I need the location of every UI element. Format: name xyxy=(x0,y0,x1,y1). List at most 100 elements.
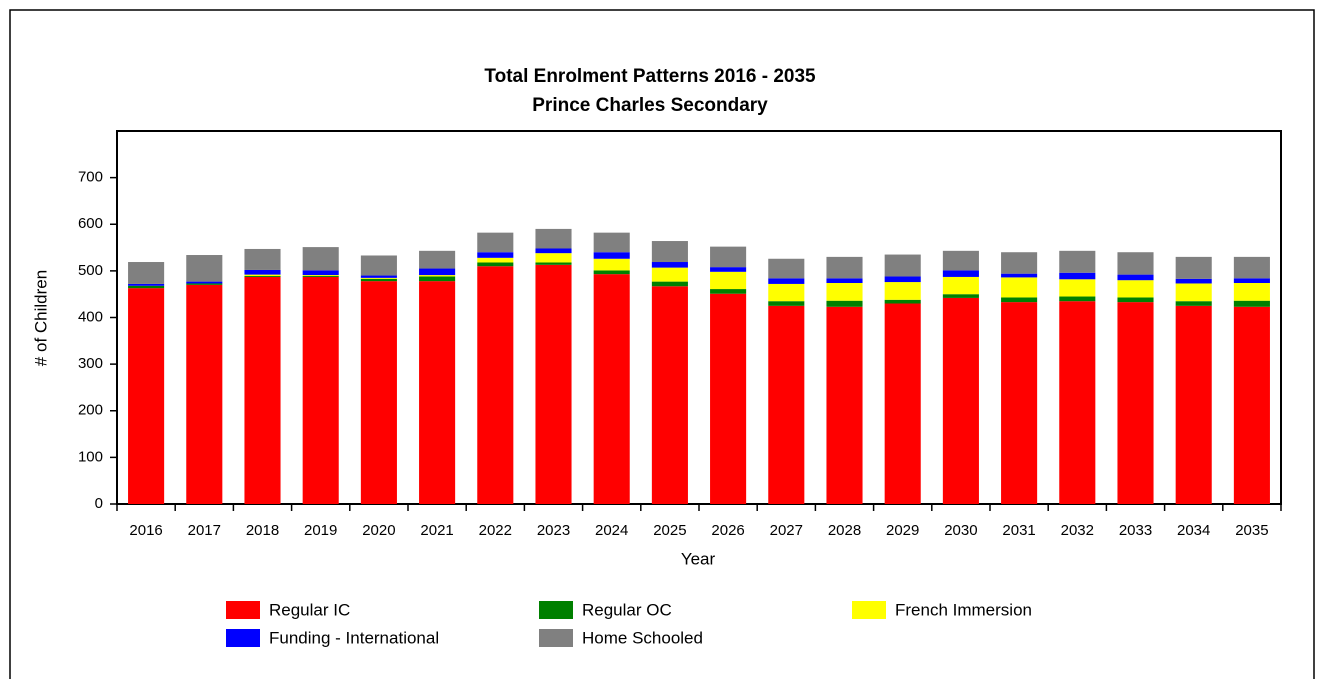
x-tick-label: 2025 xyxy=(653,522,686,539)
bar-segment xyxy=(1001,297,1038,303)
bar-segment xyxy=(302,276,339,504)
x-tick-label: 2019 xyxy=(304,522,337,539)
x-tick-label: 2017 xyxy=(188,522,221,539)
bar-segment xyxy=(477,257,514,263)
bar-segment xyxy=(710,293,747,504)
bar-segment xyxy=(128,288,165,504)
x-tick-label: 2022 xyxy=(479,522,512,539)
bar-segment xyxy=(1117,302,1154,504)
bar-segment xyxy=(1175,256,1212,279)
bar-segment xyxy=(651,286,688,504)
x-tick-label: 2031 xyxy=(1002,522,1035,539)
y-tick-label: 200 xyxy=(78,402,103,419)
bar-segment xyxy=(128,285,165,289)
bar-segment xyxy=(1059,272,1096,280)
bar-segment xyxy=(186,284,223,504)
bar-segment xyxy=(360,275,397,278)
bar-segment xyxy=(1233,282,1270,301)
bar-segment xyxy=(360,281,397,504)
bar-segment xyxy=(419,250,456,269)
bar-segment xyxy=(826,282,863,301)
legend-label: Regular OC xyxy=(582,600,672,619)
chart-subtitle: Prince Charles Secondary xyxy=(532,95,768,116)
bar-segment xyxy=(1233,306,1270,504)
legend-swatch xyxy=(539,601,573,619)
bar-segment xyxy=(826,278,863,283)
bar-segment xyxy=(942,297,979,504)
x-tick-label: 2023 xyxy=(537,522,570,539)
bar-segment xyxy=(128,283,165,286)
bar-segment xyxy=(535,262,572,265)
bar-segment xyxy=(302,247,339,271)
bar-segment xyxy=(360,255,397,276)
bar-segment xyxy=(942,250,979,271)
bar-segment xyxy=(884,254,921,277)
bar-segment xyxy=(302,276,339,277)
bar-segment xyxy=(768,283,805,302)
x-tick-label: 2027 xyxy=(770,522,803,539)
x-tick-label: 2016 xyxy=(129,522,162,539)
bar-segment xyxy=(477,266,514,504)
bar-segment xyxy=(710,267,747,272)
y-tick-label: 600 xyxy=(78,215,103,232)
bar-segment xyxy=(1059,301,1096,504)
bar-segment xyxy=(768,305,805,504)
bar-segment xyxy=(1001,302,1038,504)
bar-segment xyxy=(1175,305,1212,504)
bar-segment xyxy=(710,289,747,294)
bar-segment xyxy=(302,275,339,277)
x-tick-label: 2026 xyxy=(711,522,744,539)
chart-title: Total Enrolment Patterns 2016 - 2035 xyxy=(484,66,816,87)
bar-segment xyxy=(826,256,863,279)
bar-segment xyxy=(1059,296,1096,302)
bar-segment xyxy=(884,282,921,300)
bar-segment xyxy=(419,275,456,277)
bar-segment xyxy=(768,258,805,279)
x-tick-label: 2028 xyxy=(828,522,861,539)
bar-segment xyxy=(535,228,572,249)
x-tick-label: 2018 xyxy=(246,522,279,539)
bar-segment xyxy=(1001,273,1038,278)
bar-segment xyxy=(302,270,339,276)
x-tick-label: 2033 xyxy=(1119,522,1152,539)
bar-segment xyxy=(1175,278,1212,284)
bar-segment xyxy=(593,270,630,275)
bar-segment xyxy=(128,262,165,284)
x-tick-label: 2024 xyxy=(595,522,628,539)
bar-segment xyxy=(768,301,805,306)
legend-label: Regular IC xyxy=(269,600,350,619)
x-tick-label: 2020 xyxy=(362,522,395,539)
bar-segment xyxy=(1175,301,1212,306)
bar-segment xyxy=(593,258,630,271)
bar-segment xyxy=(651,281,688,287)
bar-segment xyxy=(651,241,688,263)
bar-segment xyxy=(419,268,456,276)
legend-label: Home Schooled xyxy=(582,628,703,647)
bar-segment xyxy=(1233,278,1270,283)
x-tick-label: 2035 xyxy=(1235,522,1268,539)
x-tick-label: 2034 xyxy=(1177,522,1210,539)
bar-segment xyxy=(1233,256,1270,279)
bar-segment xyxy=(535,248,572,254)
x-tick-label: 2030 xyxy=(944,522,977,539)
bar-segment xyxy=(244,269,281,275)
bar-segment xyxy=(477,232,514,253)
bar-segment xyxy=(1175,283,1212,302)
x-axis-title: Year xyxy=(681,549,716,568)
bar-segment xyxy=(535,253,572,263)
bar-segment xyxy=(419,281,456,504)
x-tick-label: 2029 xyxy=(886,522,919,539)
bar-segment xyxy=(1059,279,1096,297)
bar-segment xyxy=(1059,250,1096,273)
legend-swatch xyxy=(852,601,886,619)
y-tick-label: 700 xyxy=(78,169,103,186)
bar-segment xyxy=(360,278,397,282)
bar-segment xyxy=(1117,280,1154,298)
bar-segment xyxy=(942,294,979,298)
bar-segment xyxy=(1117,274,1154,281)
bar-segment xyxy=(942,270,979,277)
bar-segment xyxy=(1001,277,1038,298)
bar-segment xyxy=(186,281,223,284)
y-tick-label: 400 xyxy=(78,308,103,325)
bar-segment xyxy=(826,306,863,504)
